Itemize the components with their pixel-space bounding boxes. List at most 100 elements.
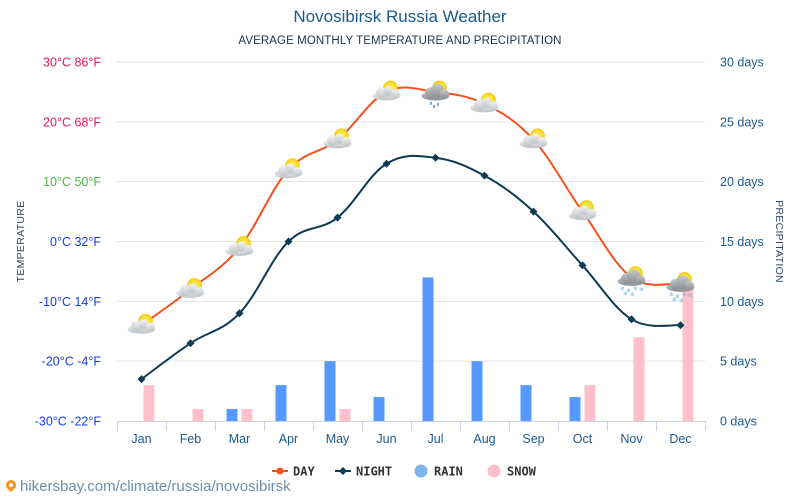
rain-bar-mar — [226, 409, 238, 421]
month-label-jun: Jun — [376, 432, 396, 446]
left-tick-label: -10°C 14°F — [39, 295, 101, 309]
right-tick-label: 5 days — [720, 355, 757, 369]
cloudy-snow-icon: ❄ ❄ ❄ ❄❄ ❄ — [617, 266, 646, 298]
raindrop-icon — [436, 102, 440, 107]
cloud-puff — [530, 133, 541, 144]
snow-bar-may — [339, 409, 351, 421]
cloud-puff — [195, 286, 204, 296]
snowflake-icon: ❄ — [626, 287, 631, 294]
night-point-feb — [186, 339, 195, 348]
weather-icons: ❄ ❄ ❄ ❄❄ ❄ ❄ ❄ ❄ ❄❄ ❄ — [127, 80, 695, 334]
cloud-puff — [138, 319, 149, 330]
partly-cloudy-icon — [323, 128, 352, 149]
temperature-lines — [137, 86, 685, 384]
snowflake-icon: ❄ — [630, 291, 635, 298]
legend-circle-marker — [414, 464, 428, 478]
night-point-jul — [431, 153, 440, 162]
night-point-oct — [578, 261, 587, 270]
right-tick-label: 0 days — [720, 415, 757, 429]
cloud-puff — [285, 163, 296, 174]
snowflake-icon: ❄ — [679, 297, 684, 304]
left-tick-label: -30°C -22°F — [35, 415, 102, 429]
snow-bar-dec — [682, 289, 694, 421]
cloud-puff — [391, 89, 400, 99]
cloud-puff — [334, 133, 345, 144]
cloud-puff — [293, 167, 302, 177]
partly-cloudy-icon — [274, 158, 303, 179]
left-tick-label: 30°C 86°F — [43, 56, 101, 70]
right-tick-label: 10 days — [720, 295, 764, 309]
legend-item-day[interactable]: DAY — [272, 465, 315, 479]
chart-title: Novosibirsk Russia Weather — [293, 7, 507, 26]
partly-cloudy-icon — [568, 200, 597, 221]
rain-bar-aug — [471, 361, 483, 421]
month-label-jul: Jul — [428, 432, 444, 446]
location-pin-icon — [3, 477, 19, 493]
cloudy-snow-icon: ❄ ❄ ❄ ❄❄ ❄ — [666, 272, 695, 304]
night-point-jan — [137, 375, 146, 384]
snow-bar-nov — [633, 337, 645, 421]
cloudy-rain-icon — [421, 80, 450, 109]
axis-ticks: 30°C 86°F 20°C 68°F 10°C 50°F 0°C 32°F -10°C… — [15, 56, 785, 429]
legend-label: SNOW — [507, 465, 537, 479]
partly-cloudy-icon — [225, 236, 254, 256]
right-tick-label: 25 days — [720, 115, 764, 129]
left-axis-title: TEMPERATURE — [15, 201, 27, 283]
night-point-nov — [627, 315, 636, 324]
month-label-dec: Dec — [669, 432, 691, 446]
source-link[interactable]: hikersbay.com/climate/russia/novosibirsk — [3, 477, 291, 495]
legend-item-snow[interactable]: SNOW — [487, 464, 537, 479]
snow-bar-mar — [241, 409, 253, 421]
month-label-apr: Apr — [279, 432, 298, 446]
month-label-may: May — [326, 432, 350, 446]
grid-lines — [117, 61, 705, 362]
night-point-dec — [676, 321, 685, 330]
legend: DAY NIGHT RAIN SNOW — [272, 464, 537, 479]
legend-dot-marker — [276, 467, 284, 475]
month-label-mar: Mar — [229, 432, 251, 446]
legend-circle-marker — [487, 464, 501, 478]
partly-cloudy-icon — [519, 128, 548, 149]
snowflake-icon: ❄ — [623, 290, 628, 297]
right-tick-label: 15 days — [720, 235, 764, 249]
legend-label: DAY — [293, 465, 315, 479]
rain-bar-sep — [520, 385, 532, 421]
day-temperature-line — [140, 86, 681, 327]
left-tick-label: 0°C 32°F — [50, 235, 101, 249]
cloud-puff — [587, 209, 596, 219]
snowflake-icon: ❄ — [633, 285, 638, 292]
snowflake-icon: ❄ — [620, 285, 625, 292]
month-label-oct: Oct — [573, 432, 593, 446]
snow-bar-feb — [192, 409, 204, 421]
snowflake-icon: ❄ — [675, 293, 680, 300]
cloud-puff — [538, 137, 547, 147]
legend-diamond-marker — [339, 467, 347, 475]
month-label-aug: Aug — [473, 432, 495, 446]
rain-bar-may — [324, 361, 336, 421]
rain-bar-oct — [569, 397, 581, 421]
night-point-jun — [382, 159, 391, 168]
snowflake-icon: ❄ — [639, 286, 644, 293]
cloud-puff — [579, 205, 590, 216]
legend-item-rain[interactable]: RAIN — [414, 464, 463, 479]
source-link-text[interactable]: hikersbay.com/climate/russia/novosibirsk — [20, 478, 291, 495]
cloud-puff — [342, 137, 351, 147]
left-tick-label: 20°C 68°F — [43, 115, 101, 129]
snow-bar-jan — [143, 385, 155, 421]
legend-item-night[interactable]: NIGHT — [335, 465, 392, 479]
right-tick-label: 30 days — [720, 56, 764, 70]
cloud-puff — [636, 274, 645, 284]
cloud-puff — [440, 89, 449, 99]
snow-bar-oct — [584, 385, 596, 421]
cloud-puff — [187, 283, 198, 294]
rain-bar-apr — [275, 385, 287, 421]
snowflake-icon: ❄ — [682, 291, 687, 298]
night-temperature-line — [140, 154, 681, 380]
month-label-feb: Feb — [180, 432, 202, 446]
raindrop-icon — [429, 101, 433, 106]
legend-label: RAIN — [434, 465, 463, 479]
month-label-jan: Jan — [131, 432, 151, 446]
partly-cloudy-icon — [127, 313, 156, 334]
partly-cloudy-icon — [470, 92, 499, 113]
